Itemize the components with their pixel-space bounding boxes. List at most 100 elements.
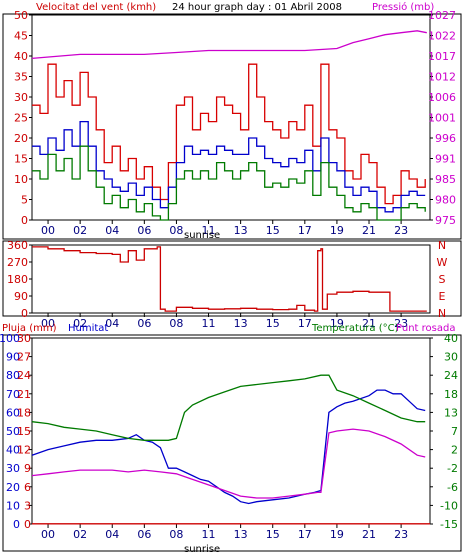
rain-tick-label: 6 [24, 481, 31, 494]
temperature-tick-label: 24 [444, 369, 458, 382]
humidity-tick-label: 60 [6, 406, 20, 419]
compass-label: N [438, 239, 446, 252]
dir-tick-label: 360 [7, 239, 28, 252]
x-tick-label: 06 [137, 528, 151, 541]
compass-label: S [439, 273, 446, 286]
x-tick-label: 11 [202, 224, 216, 237]
y-right-tick-label: 1022 [428, 30, 456, 43]
humidity-tick-label: 30 [6, 462, 20, 475]
series-lines [31, 30, 430, 525]
y-right-tick-label: 985 [435, 173, 456, 186]
grid-lines [29, 14, 433, 528]
x-tick-label: 21 [362, 528, 376, 541]
y-left-tick-label: 5 [21, 194, 28, 207]
x-tick-label: 23 [394, 528, 408, 541]
y-left-tick-label: 10 [14, 173, 28, 186]
rain-tick-label: 15 [17, 425, 31, 438]
rain-tick-label: 27 [17, 351, 31, 364]
header-right: Pressió (mb) [372, 1, 434, 13]
x-tick-label: 15 [266, 528, 280, 541]
rain-tick-label: 9 [24, 462, 31, 475]
dewpoint-axis-label: Punt rosada [396, 323, 455, 334]
y-left-tick-label: 15 [14, 153, 28, 166]
humidity-axis-label: Humitat [68, 323, 108, 334]
x-tick-label: 15 [266, 224, 280, 237]
compass-label: N [438, 307, 446, 320]
y-left-tick-label: 20 [14, 132, 28, 145]
y-right-tick-label: 996 [435, 132, 456, 145]
x-tick-label: 23 [394, 224, 408, 237]
temperature-tick-label: 7 [451, 425, 458, 438]
x-tick-label: 17 [298, 317, 312, 330]
rain-axis-label: Pluja (mm) [2, 323, 57, 334]
panel1-series-0 [32, 63, 426, 205]
panel3-series-0 [31, 389, 426, 505]
sunrise-label-2: sunrise [184, 544, 220, 555]
y-right-tick-label: 980 [435, 194, 456, 207]
temperature-tick-label: -6 [447, 481, 458, 494]
humidity-tick-label: 80 [6, 369, 20, 382]
y-right-tick-label: 1006 [428, 91, 456, 104]
temperature-tick-label: 40 [444, 332, 458, 345]
tick-labels: 0510152025303540455097598098599199610011… [0, 9, 458, 541]
x-tick-label: 06 [137, 224, 151, 237]
x-tick-label: 08 [169, 224, 183, 237]
panel3-series-2 [31, 374, 426, 441]
x-tick-label: 19 [330, 317, 344, 330]
dir-tick-label: 90 [14, 290, 28, 303]
x-tick-label: 21 [362, 317, 376, 330]
humidity-tick-label: 100 [0, 332, 20, 345]
rain-tick-label: 18 [17, 406, 31, 419]
rain-tick-label: 21 [17, 388, 31, 401]
direction-series-0 [32, 246, 427, 312]
humidity-tick-label: 70 [6, 388, 20, 401]
x-tick-label: 11 [202, 317, 216, 330]
temperature-tick-label: -15 [440, 518, 458, 531]
humidity-tick-label: 50 [6, 425, 20, 438]
temperature-tick-label: -2 [447, 462, 458, 475]
x-tick-label: 23 [394, 317, 408, 330]
temperature-axis-label: Temperatura (°C) [311, 323, 399, 334]
temperature-tick-label: 18 [444, 388, 458, 401]
y-left-tick-label: 40 [14, 50, 28, 63]
x-tick-label: 00 [41, 528, 55, 541]
y-left-tick-label: 0 [21, 214, 28, 227]
x-tick-label: 17 [298, 528, 312, 541]
temperature-tick-label: -10 [440, 499, 458, 512]
x-tick-label: 02 [73, 224, 87, 237]
compass-label: E [439, 290, 446, 303]
x-tick-label: 04 [105, 317, 119, 330]
y-right-tick-label: 1027 [428, 9, 456, 22]
y-right-tick-label: 1017 [428, 50, 456, 63]
humidity-tick-label: 90 [6, 351, 20, 364]
x-tick-label: 21 [362, 224, 376, 237]
x-tick-label: 02 [73, 317, 87, 330]
x-tick-label: 08 [169, 317, 183, 330]
x-tick-label: 17 [298, 224, 312, 237]
rain-tick-label: 24 [17, 369, 31, 382]
dir-tick-label: 0 [21, 307, 28, 320]
temperature-tick-label: 2 [451, 444, 458, 457]
y-left-tick-label: 25 [14, 112, 28, 125]
panel-3-frame [2, 334, 462, 552]
panel3-series-1 [31, 428, 426, 499]
x-tick-label: 11 [202, 528, 216, 541]
humidity-tick-label: 10 [6, 499, 20, 512]
temperature-tick-label: 30 [444, 351, 458, 364]
y-left-tick-label: 45 [14, 30, 28, 43]
y-right-tick-label: 1012 [428, 71, 456, 84]
y-left-tick-label: 50 [14, 9, 28, 22]
x-tick-label: 19 [330, 224, 344, 237]
x-tick-label: 13 [234, 224, 248, 237]
x-tick-label: 02 [73, 528, 87, 541]
y-right-tick-label: 991 [435, 153, 456, 166]
x-tick-label: 13 [234, 317, 248, 330]
rain-tick-label: 30 [17, 332, 31, 345]
humidity-tick-label: 40 [6, 444, 20, 457]
rain-tick-label: 0 [24, 518, 31, 531]
y-left-tick-label: 30 [14, 91, 28, 104]
humidity-tick-label: 20 [6, 481, 20, 494]
panel1-series-3 [31, 30, 427, 60]
panel1-series-2 [32, 145, 426, 221]
